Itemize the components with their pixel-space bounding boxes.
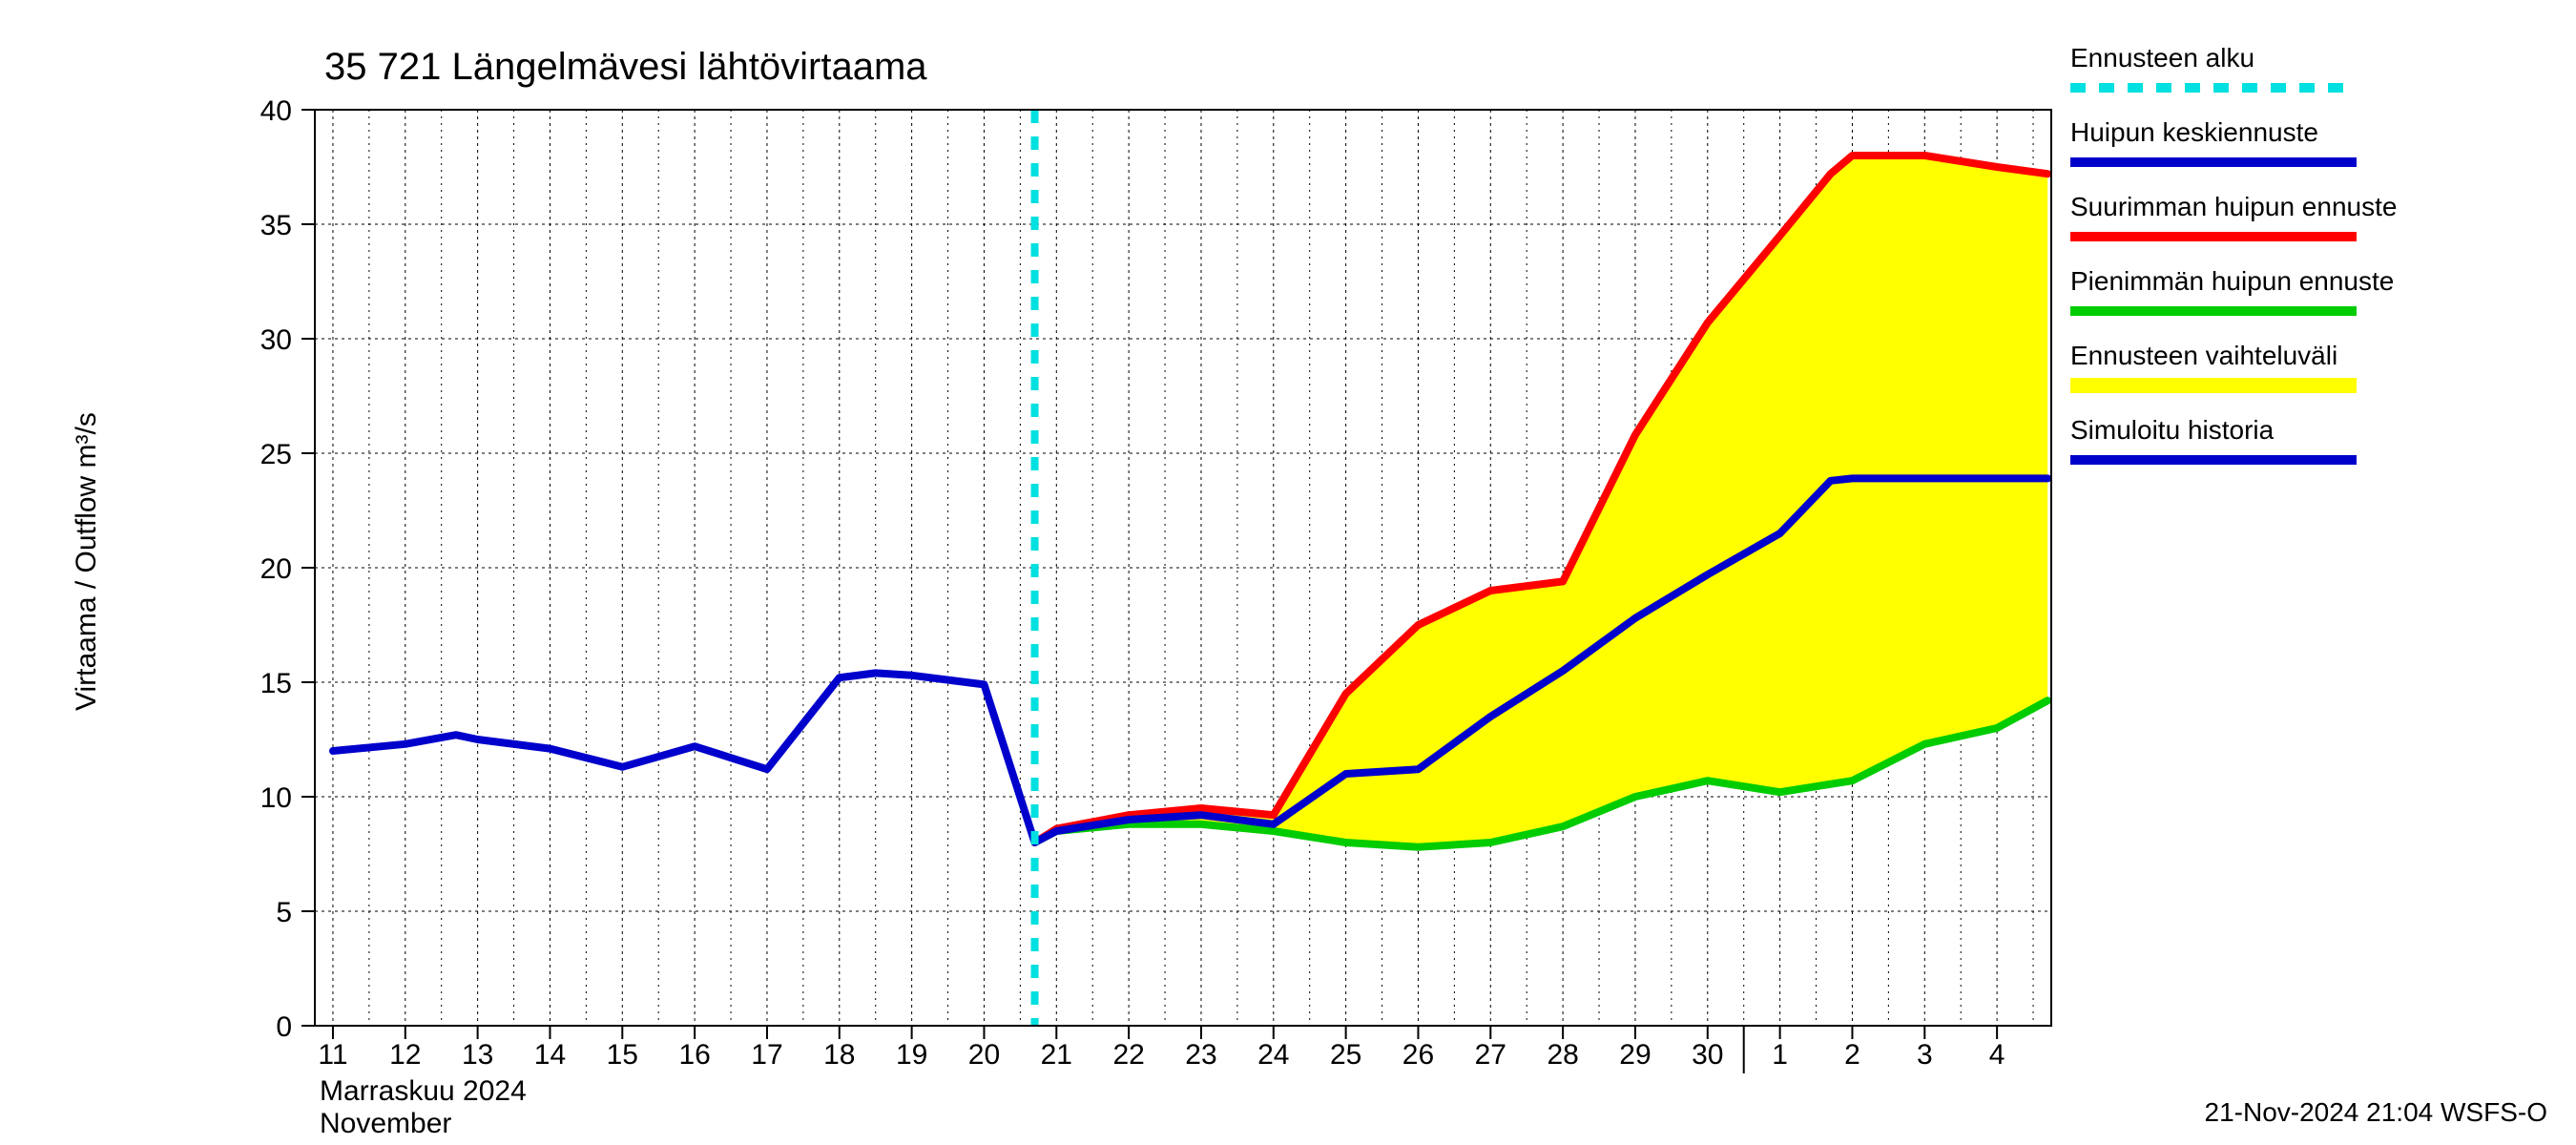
xtick-label: 14 [534,1039,566,1071]
ytick-label: 10 [260,782,292,814]
xtick-label: 20 [968,1039,1000,1071]
xtick-label: 29 [1619,1039,1651,1071]
xtick-label: 26 [1402,1039,1434,1071]
xtick-label: 17 [751,1039,782,1071]
xtick-label: 4 [1989,1039,2005,1071]
xtick-label: 12 [389,1039,421,1071]
xtick-label: 11 [318,1039,347,1071]
ytick-label: 35 [260,210,292,241]
xtick-label: 25 [1330,1039,1361,1071]
forecast-band [1035,156,2048,847]
y-axis-label: Virtaama / Outflow m³/s [71,412,102,711]
legend-label: Ennusteen vaihteluväli [2070,341,2337,370]
legend-label: Simuloitu historia [2070,415,2275,445]
xtick-label: 24 [1257,1039,1289,1071]
legend-label: Pienimmän huipun ennuste [2070,266,2394,296]
xtick-label: 28 [1547,1039,1578,1071]
xtick-label: 22 [1112,1039,1144,1071]
xtick-label: 2 [1844,1039,1860,1071]
ytick-label: 30 [260,324,292,356]
ytick-label: 15 [260,668,292,699]
xtick-label: 1 [1772,1039,1788,1071]
xtick-label: 15 [607,1039,638,1071]
ytick-label: 40 [260,95,292,127]
x-month-en: November [320,1108,451,1139]
chart-title: 35 721 Längelmävesi lähtövirtaama [324,46,927,88]
ytick-label: 0 [276,1011,292,1043]
xtick-label: 19 [896,1039,927,1071]
legend-label: Huipun keskiennuste [2070,117,2318,147]
legend-label: Ennusteen alku [2070,43,2254,73]
ytick-label: 20 [260,553,292,585]
xtick-label: 13 [462,1039,493,1071]
ytick-label: 5 [276,897,292,928]
xtick-label: 3 [1917,1039,1933,1071]
x-month-fi: Marraskuu 2024 [320,1075,527,1107]
ytick-label: 25 [260,439,292,470]
xtick-label: 27 [1475,1039,1506,1071]
legend-label: Suurimman huipun ennuste [2070,192,2397,221]
timestamp: 21-Nov-2024 21:04 WSFS-O [2205,1097,2548,1127]
xtick-label: 18 [823,1039,855,1071]
chart-svg: 0510152025303540111213141516171819202122… [0,0,2576,1145]
xtick-label: 23 [1185,1039,1216,1071]
legend-swatch [2070,378,2357,393]
xtick-label: 16 [678,1039,710,1071]
xtick-label: 30 [1692,1039,1723,1071]
chart-container: 0510152025303540111213141516171819202122… [0,0,2576,1145]
xtick-label: 21 [1041,1039,1072,1071]
